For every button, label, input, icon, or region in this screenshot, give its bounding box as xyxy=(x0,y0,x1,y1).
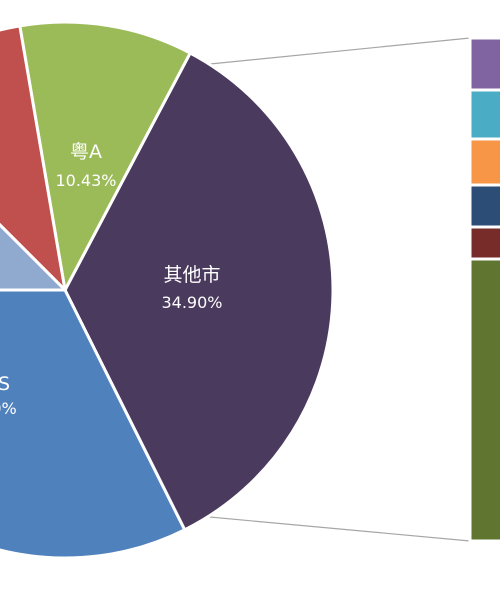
connector-lines xyxy=(187,37,471,542)
slice-percent-yue-a: 10.43% xyxy=(55,171,116,190)
slice-percent-other-cities: 34.90% xyxy=(161,293,222,312)
breakdown-bar-segment xyxy=(468,88,500,141)
breakdown-bar-segment xyxy=(468,137,500,187)
slice-yue-a xyxy=(18,20,192,292)
breakdown-bar-segment xyxy=(468,183,500,229)
slice-label-other-cities: 其他市 xyxy=(163,264,220,286)
slice-red xyxy=(0,24,67,292)
breakdown-bar-segment xyxy=(468,225,500,261)
breakdown-bar-segment xyxy=(468,36,500,92)
slice-remainder xyxy=(0,222,67,292)
slice-label-yue-a: 粤A xyxy=(70,141,102,163)
breakdown-bar-segment xyxy=(468,257,500,543)
connector-line-bottom xyxy=(187,514,471,542)
breakdown-bar xyxy=(468,36,500,543)
connector-line-top xyxy=(189,37,471,67)
slice-percent-blue: 0% xyxy=(0,399,17,418)
slice-blue xyxy=(0,288,187,560)
pie-slices xyxy=(0,20,335,560)
slice-label-blue: S xyxy=(0,373,10,395)
slice-other-cities xyxy=(63,51,335,532)
